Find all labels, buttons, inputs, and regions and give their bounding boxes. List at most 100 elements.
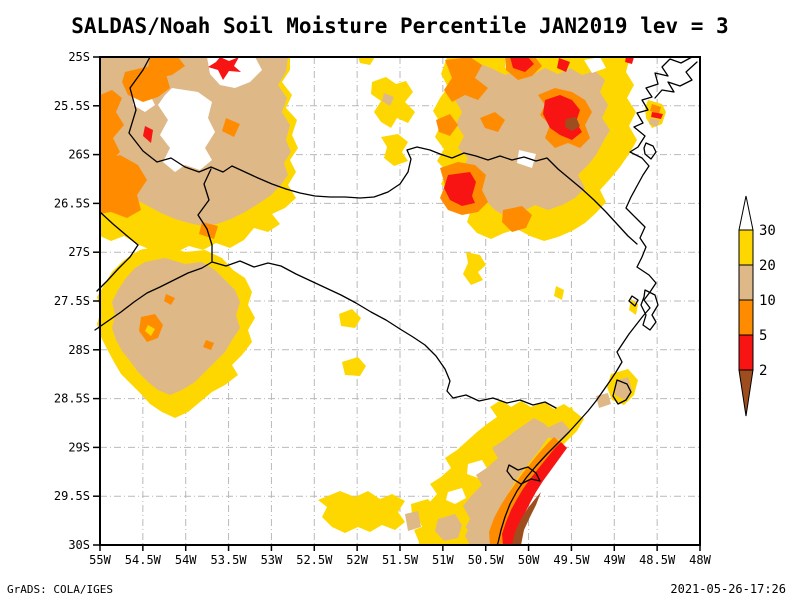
colorbar-label: 2 (759, 363, 767, 379)
map-region-tan (463, 418, 552, 545)
colorbar-label: 30 (759, 223, 776, 239)
map-region-orange (436, 114, 458, 136)
map-region-yellow (463, 252, 486, 285)
page-title: SALDAS/Noah Soil Moisture Percentile JAN… (71, 14, 729, 38)
border-segment (197, 168, 213, 263)
lagoon-outline (628, 295, 639, 307)
lon-tick-label: 54.5W (125, 553, 162, 567)
lon-tick-label: 52W (346, 553, 368, 567)
colorbar-band (738, 229, 754, 266)
map-region-red (143, 126, 153, 143)
map-region-red (502, 442, 567, 545)
colorbar-top-arrow (738, 195, 754, 231)
map-region-orange (444, 57, 488, 102)
map-region-tan (435, 514, 462, 541)
colorbar-band (738, 334, 754, 371)
lat-tick-label: 25S (68, 50, 90, 64)
colorbar-label: 20 (759, 258, 776, 274)
lat-tick-label: 29S (68, 440, 90, 454)
lon-tick-label: 50.5W (468, 553, 505, 567)
lat-tick-label: 30S (68, 538, 90, 552)
lon-tick-label: 51.5W (382, 553, 419, 567)
map-region-orange (199, 222, 218, 239)
map-region-yellow (381, 134, 408, 166)
lat-tick-label: 26.5S (54, 196, 90, 210)
coastline (496, 56, 693, 546)
map-region-red (625, 57, 634, 64)
lon-tick-label: 50W (518, 553, 540, 567)
map-region-tan (596, 393, 611, 408)
river-uruguai-lower (94, 260, 557, 409)
border-argentina-brazil (128, 56, 233, 173)
map-region-white-hole (584, 57, 606, 73)
map-region-brown (565, 117, 580, 131)
soil-moisture-percentile-regions (97, 57, 666, 545)
lon-tick-label: 49W (603, 553, 625, 567)
map-region-orange (502, 206, 532, 232)
lat-tick-label: 27.5S (54, 294, 90, 308)
colorbar-legend: 30 20 10 5 2 (738, 195, 776, 417)
lat-tick-label: 27S (68, 245, 90, 259)
map-region-white-hole (446, 488, 466, 504)
lon-tick-label: 48.5W (639, 553, 676, 567)
map-region-orange (480, 112, 505, 132)
map-region-tan (382, 93, 394, 106)
map-region-orange (650, 104, 661, 114)
map-region-red (208, 57, 241, 80)
political-boundaries (94, 56, 698, 546)
colorbar-band (738, 264, 754, 301)
lon-tick-label: 55W (89, 553, 111, 567)
map-region-yellow (371, 77, 415, 128)
lat-tick-label: 28S (68, 343, 90, 357)
map-region-red (444, 172, 476, 206)
map-region-tan (649, 118, 660, 127)
colorbar-band (738, 299, 754, 336)
lon-tick-label: 48W (689, 553, 711, 567)
map-region-tan (112, 258, 240, 395)
island-outline (643, 142, 657, 160)
map-region-brown (512, 492, 541, 545)
lon-tick-label: 51W (432, 553, 454, 567)
coastline-bays (654, 61, 698, 99)
lon-tick-label: 53W (261, 553, 283, 567)
map-region-tan (405, 511, 421, 531)
map-region-orange (203, 340, 214, 350)
lat-tick-label: 28.5S (54, 392, 90, 406)
map-region-red (651, 112, 663, 119)
map-region-orange (164, 294, 175, 305)
lagoon-outline (640, 289, 659, 331)
grads-credit: GrADS: COLA/IGES (7, 583, 113, 596)
lagoon-outline (506, 464, 541, 485)
map-region-orange (222, 118, 240, 137)
lat-tick-label: 26S (68, 148, 90, 162)
map-region-yellow (554, 286, 564, 300)
colorbar-label: 10 (759, 293, 776, 309)
map-region-tan (615, 377, 632, 400)
lon-tick-label: 52.5W (296, 553, 333, 567)
map-region-orange (100, 155, 147, 218)
lagoon-outline (612, 379, 632, 405)
axis-ticks-and-labels: 25S 25.5S 26S 26.5S 27S 27.5S 28S 28.5S 29S 29.5S… (54, 50, 712, 567)
map-region-white-hole (517, 150, 536, 168)
map-region-tan (547, 421, 570, 440)
lat-tick-label: 29.5S (54, 489, 90, 503)
map-region-white-hole (158, 88, 215, 172)
map-region-red (510, 57, 534, 72)
lon-tick-label: 49.5W (553, 553, 590, 567)
map-region-yellow (145, 325, 155, 336)
map-region-yellow (358, 57, 375, 65)
colorbar-bottom-arrow (738, 369, 754, 417)
map-region-yellow (339, 309, 361, 328)
map-region-red (557, 58, 570, 72)
map-region-yellow (342, 357, 366, 376)
border-segment-west (96, 211, 139, 292)
lat-tick-label: 25.5S (54, 99, 90, 113)
plot-timestamp: 2021-05-26-17:26 (670, 582, 786, 596)
river-uruguai-upper (231, 146, 638, 245)
lon-tick-label: 54W (175, 553, 197, 567)
colorbar-label: 5 (759, 328, 767, 344)
map-region-orange (148, 57, 185, 78)
map-region-yellow (318, 491, 405, 533)
lon-tick-label: 53.5W (211, 553, 248, 567)
